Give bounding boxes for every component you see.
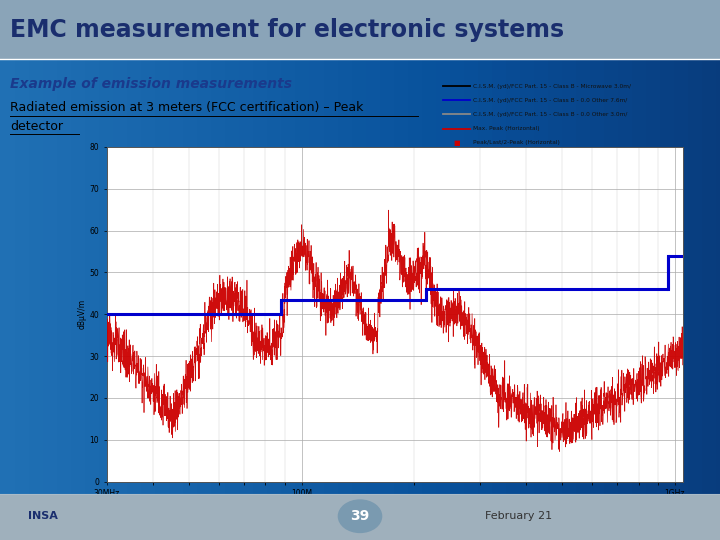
Text: February 21: February 21 — [485, 511, 552, 521]
Text: Example of emission measurements: Example of emission measurements — [10, 77, 292, 91]
Text: INSA: INSA — [28, 511, 58, 521]
Text: detector: detector — [10, 120, 63, 133]
Text: Peak/Last/2-Peak (Horizontal): Peak/Last/2-Peak (Horizontal) — [473, 140, 560, 145]
Text: ■: ■ — [453, 139, 460, 146]
Text: C.I.S.M. (yd)/FCC Part. 15 - Class B - 0.0 Other 3.0m/: C.I.S.M. (yd)/FCC Part. 15 - Class B - 0… — [473, 112, 627, 117]
Text: Max. Peak (Horizontal): Max. Peak (Horizontal) — [473, 126, 540, 131]
Text: Polarization: Horizontal: Polarization: Horizontal — [610, 500, 683, 505]
X-axis label: Frequency (MHz): Frequency (MHz) — [362, 503, 427, 511]
Text: EMC measurement for electronic systems: EMC measurement for electronic systems — [10, 18, 564, 42]
Text: C.I.S.M. (yd)/FCC Part. 15 - Class B - Microwave 3.0m/: C.I.S.M. (yd)/FCC Part. 15 - Class B - M… — [473, 84, 631, 89]
Text: C.I.S.M. (yd)/FCC Part. 15 - Class B - 0.0 Other 7.6m/: C.I.S.M. (yd)/FCC Part. 15 - Class B - 0… — [473, 98, 627, 103]
Text: Radiated emission at 3 meters (FCC certification) – Peak: Radiated emission at 3 meters (FCC certi… — [10, 102, 364, 114]
Y-axis label: dBµV/m: dBµV/m — [77, 299, 86, 329]
Text: 39: 39 — [351, 509, 369, 523]
